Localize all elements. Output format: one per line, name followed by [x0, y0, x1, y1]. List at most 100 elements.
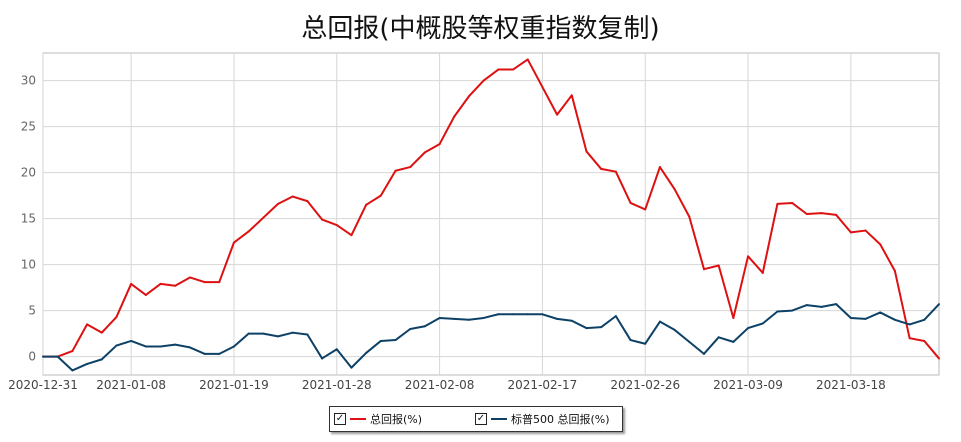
y-tick-label: 20 [21, 166, 36, 180]
legend-swatch-total-return [350, 418, 366, 420]
data-point [42, 355, 44, 358]
data-point [203, 352, 206, 355]
data-point [673, 188, 676, 191]
data-point [174, 284, 177, 287]
data-point [512, 68, 515, 71]
data-point [423, 151, 426, 154]
data-point [423, 325, 426, 328]
x-tick-label: 2021-02-26 [610, 378, 680, 392]
chart-title: 总回报(中概股等权重指数复制) [301, 14, 660, 44]
data-point [71, 350, 74, 353]
data-point [497, 313, 500, 316]
data-point [526, 58, 529, 61]
data-point [805, 213, 808, 215]
y-tick-label: 0 [28, 350, 36, 364]
data-point [835, 303, 838, 306]
x-tick-label: 2021-03-18 [816, 378, 886, 392]
legend-item-sp500[interactable]: ✓ 标普500 总回报(%) [475, 410, 610, 428]
data-point [658, 320, 661, 323]
legend-checkbox-sp500[interactable]: ✓ [475, 413, 487, 425]
data-point [262, 332, 265, 335]
plot-frame [42, 52, 940, 376]
data-point [556, 317, 559, 320]
data-point [306, 200, 309, 203]
data-point [644, 208, 647, 211]
data-point [512, 313, 515, 316]
data-point [820, 305, 823, 308]
axes: 0 5 10 15 20 25 30 2020-12-31 2021-01-08 2021-01-… [8, 74, 886, 392]
data-point [776, 202, 779, 205]
data-point [56, 355, 59, 358]
data-point [600, 167, 603, 170]
data-point [732, 316, 735, 319]
data-point [159, 345, 162, 348]
data-point [702, 352, 705, 355]
data-point [86, 323, 89, 326]
series-total-return [42, 58, 940, 360]
data-point [497, 68, 500, 71]
legend-checkbox-total-return[interactable]: ✓ [334, 413, 346, 425]
data-point [291, 195, 294, 198]
data-point [673, 328, 676, 331]
y-tick-label: 5 [28, 304, 36, 318]
data-point [614, 315, 617, 318]
data-point [908, 337, 911, 340]
data-point [629, 201, 632, 204]
x-tick-label: 2021-02-17 [508, 378, 578, 392]
data-point [717, 264, 720, 267]
data-point [658, 166, 661, 169]
data-point [291, 331, 294, 334]
data-point [350, 366, 353, 369]
x-tick-label: 2020-12-31 [8, 378, 78, 392]
data-point [482, 79, 485, 82]
legend-item-total-return[interactable]: ✓ 总回报(%) [334, 410, 422, 428]
legend-swatch-sp500 [491, 418, 507, 420]
data-point [130, 282, 133, 285]
data-point [247, 332, 250, 335]
data-point [541, 86, 544, 89]
data-point [379, 194, 382, 197]
legend-label-sp500: 标普500 总回报(%) [511, 413, 610, 426]
data-point [438, 316, 441, 319]
data-point [321, 357, 324, 360]
data-point [791, 309, 794, 312]
data-point [144, 345, 147, 348]
data-point [247, 230, 250, 233]
data-point [893, 270, 896, 273]
data-point [86, 362, 89, 365]
data-point [277, 202, 280, 205]
data-point [144, 293, 147, 296]
data-point [585, 150, 588, 153]
data-point [453, 317, 456, 320]
data-point [188, 346, 191, 349]
series-layer [42, 58, 940, 372]
data-point [409, 328, 412, 330]
data-point [262, 216, 265, 219]
y-tick-label: 10 [21, 258, 36, 272]
data-point [409, 166, 412, 169]
data-point [761, 271, 764, 274]
data-point [159, 282, 162, 285]
data-point [100, 358, 103, 361]
grid-lines [42, 53, 939, 375]
data-point [702, 268, 705, 271]
y-tick-label: 30 [21, 74, 36, 88]
data-point [365, 203, 368, 206]
data-point [570, 94, 573, 97]
data-point [100, 331, 103, 334]
series-line [43, 303, 940, 372]
data-point [938, 303, 940, 306]
data-point [717, 336, 720, 339]
data-point [115, 344, 118, 347]
data-point [467, 95, 470, 98]
data-point [335, 348, 338, 351]
data-point [747, 327, 750, 330]
data-point [835, 213, 838, 216]
data-point [864, 317, 867, 320]
data-point [908, 323, 911, 326]
data-point [864, 229, 867, 232]
data-point [218, 352, 221, 355]
data-point [453, 115, 456, 118]
data-point [541, 313, 544, 316]
data-point [115, 316, 118, 319]
